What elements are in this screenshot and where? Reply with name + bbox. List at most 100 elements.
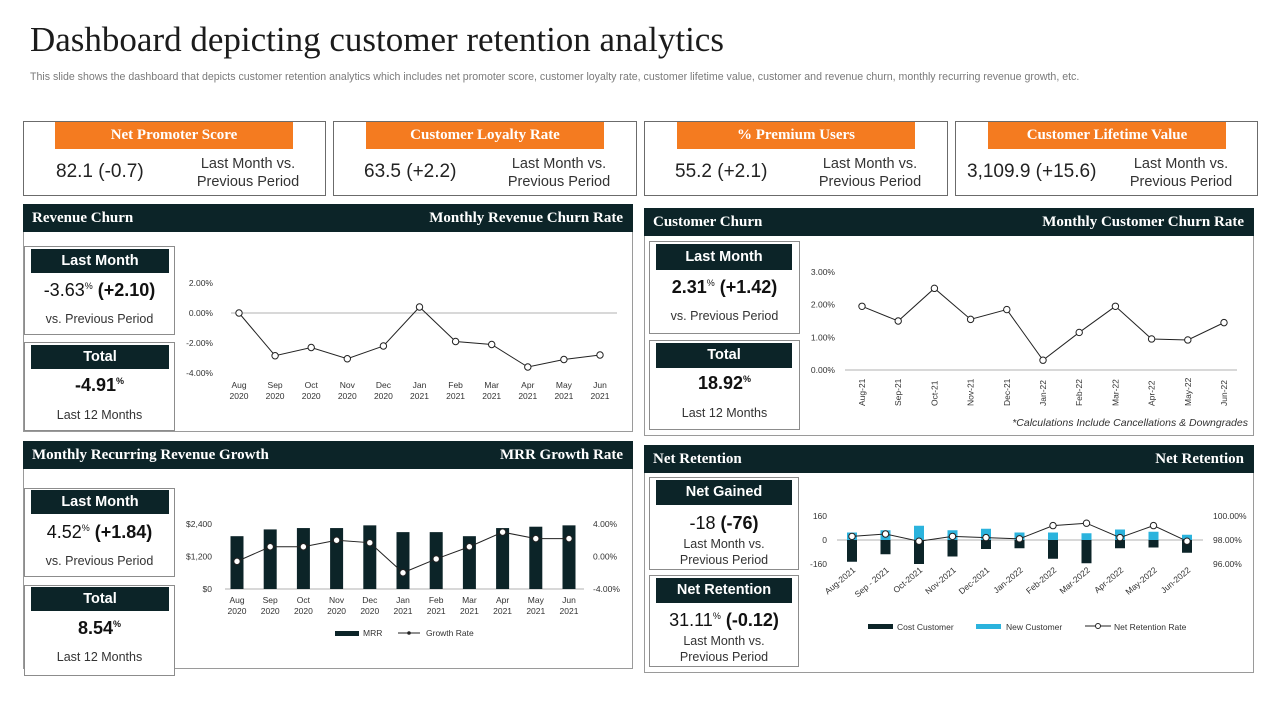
net-retention-point [881, 530, 890, 538]
growth-rate-point [233, 557, 241, 566]
data-point [966, 315, 975, 324]
series-line [238, 306, 601, 368]
stat-label: Total [31, 587, 169, 611]
growth-rate-point [299, 543, 308, 551]
growth-rate-point [565, 534, 573, 543]
y-tick-label-right: 0.00% [593, 552, 618, 562]
growth-rate-point [399, 569, 407, 577]
x-tick-label: Feb [429, 595, 444, 605]
x-tick-label: Feb [448, 380, 463, 390]
x-tick-label: Feb-22 [1074, 379, 1084, 406]
calculation-note: *Calculations Include Cancellations & Do… [1012, 417, 1248, 429]
mrr-bar [363, 525, 377, 589]
kpi-title: % Premium Users [677, 122, 915, 149]
panel-title: Monthly Recurring Revenue Growth [32, 447, 269, 463]
stat-sub: Last Month vs. [683, 537, 765, 551]
kpi-compare: Last Month vs. Previous Period [1129, 156, 1233, 190]
growth-rate-point [266, 543, 274, 551]
x-tick-label: May [556, 380, 573, 390]
chart-title: Net Retention [1155, 451, 1244, 467]
revenue-churn-chart: 2.00%0.00%-2.00%-4.00%Aug2020Sep2020Oct2… [186, 278, 617, 401]
legend-new-label: New Customer [1006, 622, 1062, 632]
kpi-value: 55.2 (+2.1) [675, 161, 768, 182]
new-customer-bar [914, 525, 924, 540]
y-tick-label: 2.00% [811, 300, 836, 310]
kpi-value: 63.5 (+2.2) [364, 161, 457, 182]
stat-sub: Previous Period [679, 650, 769, 664]
y-tick-label-right: 4.00% [593, 519, 618, 529]
data-point [596, 351, 604, 359]
x-tick-label: Jun-2022 [1159, 565, 1193, 596]
x-tick-label: Jun [562, 595, 576, 605]
mrr-bar [330, 528, 344, 589]
cost-customer-bar [947, 540, 958, 557]
data-point [307, 343, 315, 352]
net-retention-point [1015, 535, 1024, 543]
y-tick-label-left: 160 [813, 511, 827, 521]
net-retention-point [1082, 519, 1091, 527]
net-retention-point [1116, 533, 1124, 542]
x-tick-label: 2020 [230, 391, 249, 401]
x-tick-label: 2021 [591, 391, 610, 401]
x-tick-label: May [528, 595, 545, 605]
x-tick-label: Apr [496, 595, 509, 605]
data-point [1039, 356, 1047, 364]
stat-label: Total [31, 345, 169, 369]
stat-sub: Last 12 Months [56, 650, 143, 664]
x-tick-label: Mar-2022 [1057, 565, 1092, 596]
growth-rate-point [532, 534, 540, 543]
x-tick-label: Oct [297, 595, 311, 605]
new-customer-bar [1148, 531, 1159, 540]
growth-rate-point [432, 555, 440, 563]
x-tick-label: Nov-21 [966, 378, 976, 406]
stat-value: 8.54% [77, 618, 122, 638]
data-point [1184, 336, 1192, 344]
legend-growth-marker [407, 631, 411, 635]
x-tick-label: Apr-2022 [1092, 565, 1125, 595]
x-tick-label: Dec-21 [1002, 378, 1012, 406]
stat-value: 18.92% [697, 373, 752, 393]
customer-churn-chart: 3.00% 2.00% 1.00% 0.00% Aug-21 Sep-21 Oct-21 No… [811, 267, 1237, 406]
new-customer-bar [1182, 534, 1192, 540]
kpi-card-premium: % Premium Users 55.2 (+2.1) Last Month v… [644, 121, 948, 196]
kpi-title: Net Promoter Score [55, 122, 293, 149]
mrr-total: Total 8.54% Last 12 Months [24, 585, 175, 676]
y-tick-label-left: $1,200 [186, 552, 212, 562]
x-tick-label: 2021 [427, 606, 446, 616]
stat-sub: vs. Previous Period [670, 309, 779, 323]
x-tick-label: Oct [305, 380, 319, 390]
x-tick-label: 2021 [446, 391, 465, 401]
x-tick-label: May-22 [1183, 377, 1193, 406]
x-tick-label: 2021 [482, 391, 501, 401]
y-tick-label-left: $0 [203, 584, 213, 594]
stat-value: 4.52% (+1.84) [46, 522, 153, 542]
data-point [1003, 305, 1011, 314]
panel-title: Revenue Churn [32, 210, 134, 226]
legend-rate-label: Net Retention Rate [1114, 622, 1187, 632]
kpi-title: Customer Loyalty Rate [366, 122, 604, 149]
y-tick-label: -2.00% [186, 338, 213, 348]
data-point [271, 352, 279, 360]
x-tick-label: 2021 [394, 606, 413, 616]
x-tick-label: Oct-21 [929, 380, 939, 406]
kpi-compare: Last Month vs. Previous Period [507, 156, 611, 190]
x-tick-label: Nov [340, 380, 356, 390]
x-tick-label: Nov-2021 [923, 565, 958, 597]
x-tick-label: 2021 [518, 391, 537, 401]
stat-sub: Last Month vs. [683, 634, 765, 648]
mrr-bar [263, 529, 277, 589]
cost-customer-bar [880, 540, 891, 555]
net-retention-point [982, 533, 990, 542]
new-customer-bar [1081, 533, 1092, 540]
x-tick-label: Sep-21 [893, 378, 903, 406]
growth-rate-point [332, 536, 341, 544]
kpi-card-lifetime-value: Customer Lifetime Value 3,109.9 (+15.6) … [955, 121, 1258, 196]
cost-customer-bar [1048, 540, 1058, 559]
net-retention-header: Net Retention Net Retention [644, 445, 1254, 473]
stat-sub: vs. Previous Period [45, 312, 154, 326]
legend-cost-swatch [868, 624, 893, 629]
chart-title: MRR Growth Rate [499, 447, 623, 463]
x-tick-label: Jan-2022 [991, 565, 1025, 596]
x-tick-label: May-2022 [1123, 565, 1159, 597]
